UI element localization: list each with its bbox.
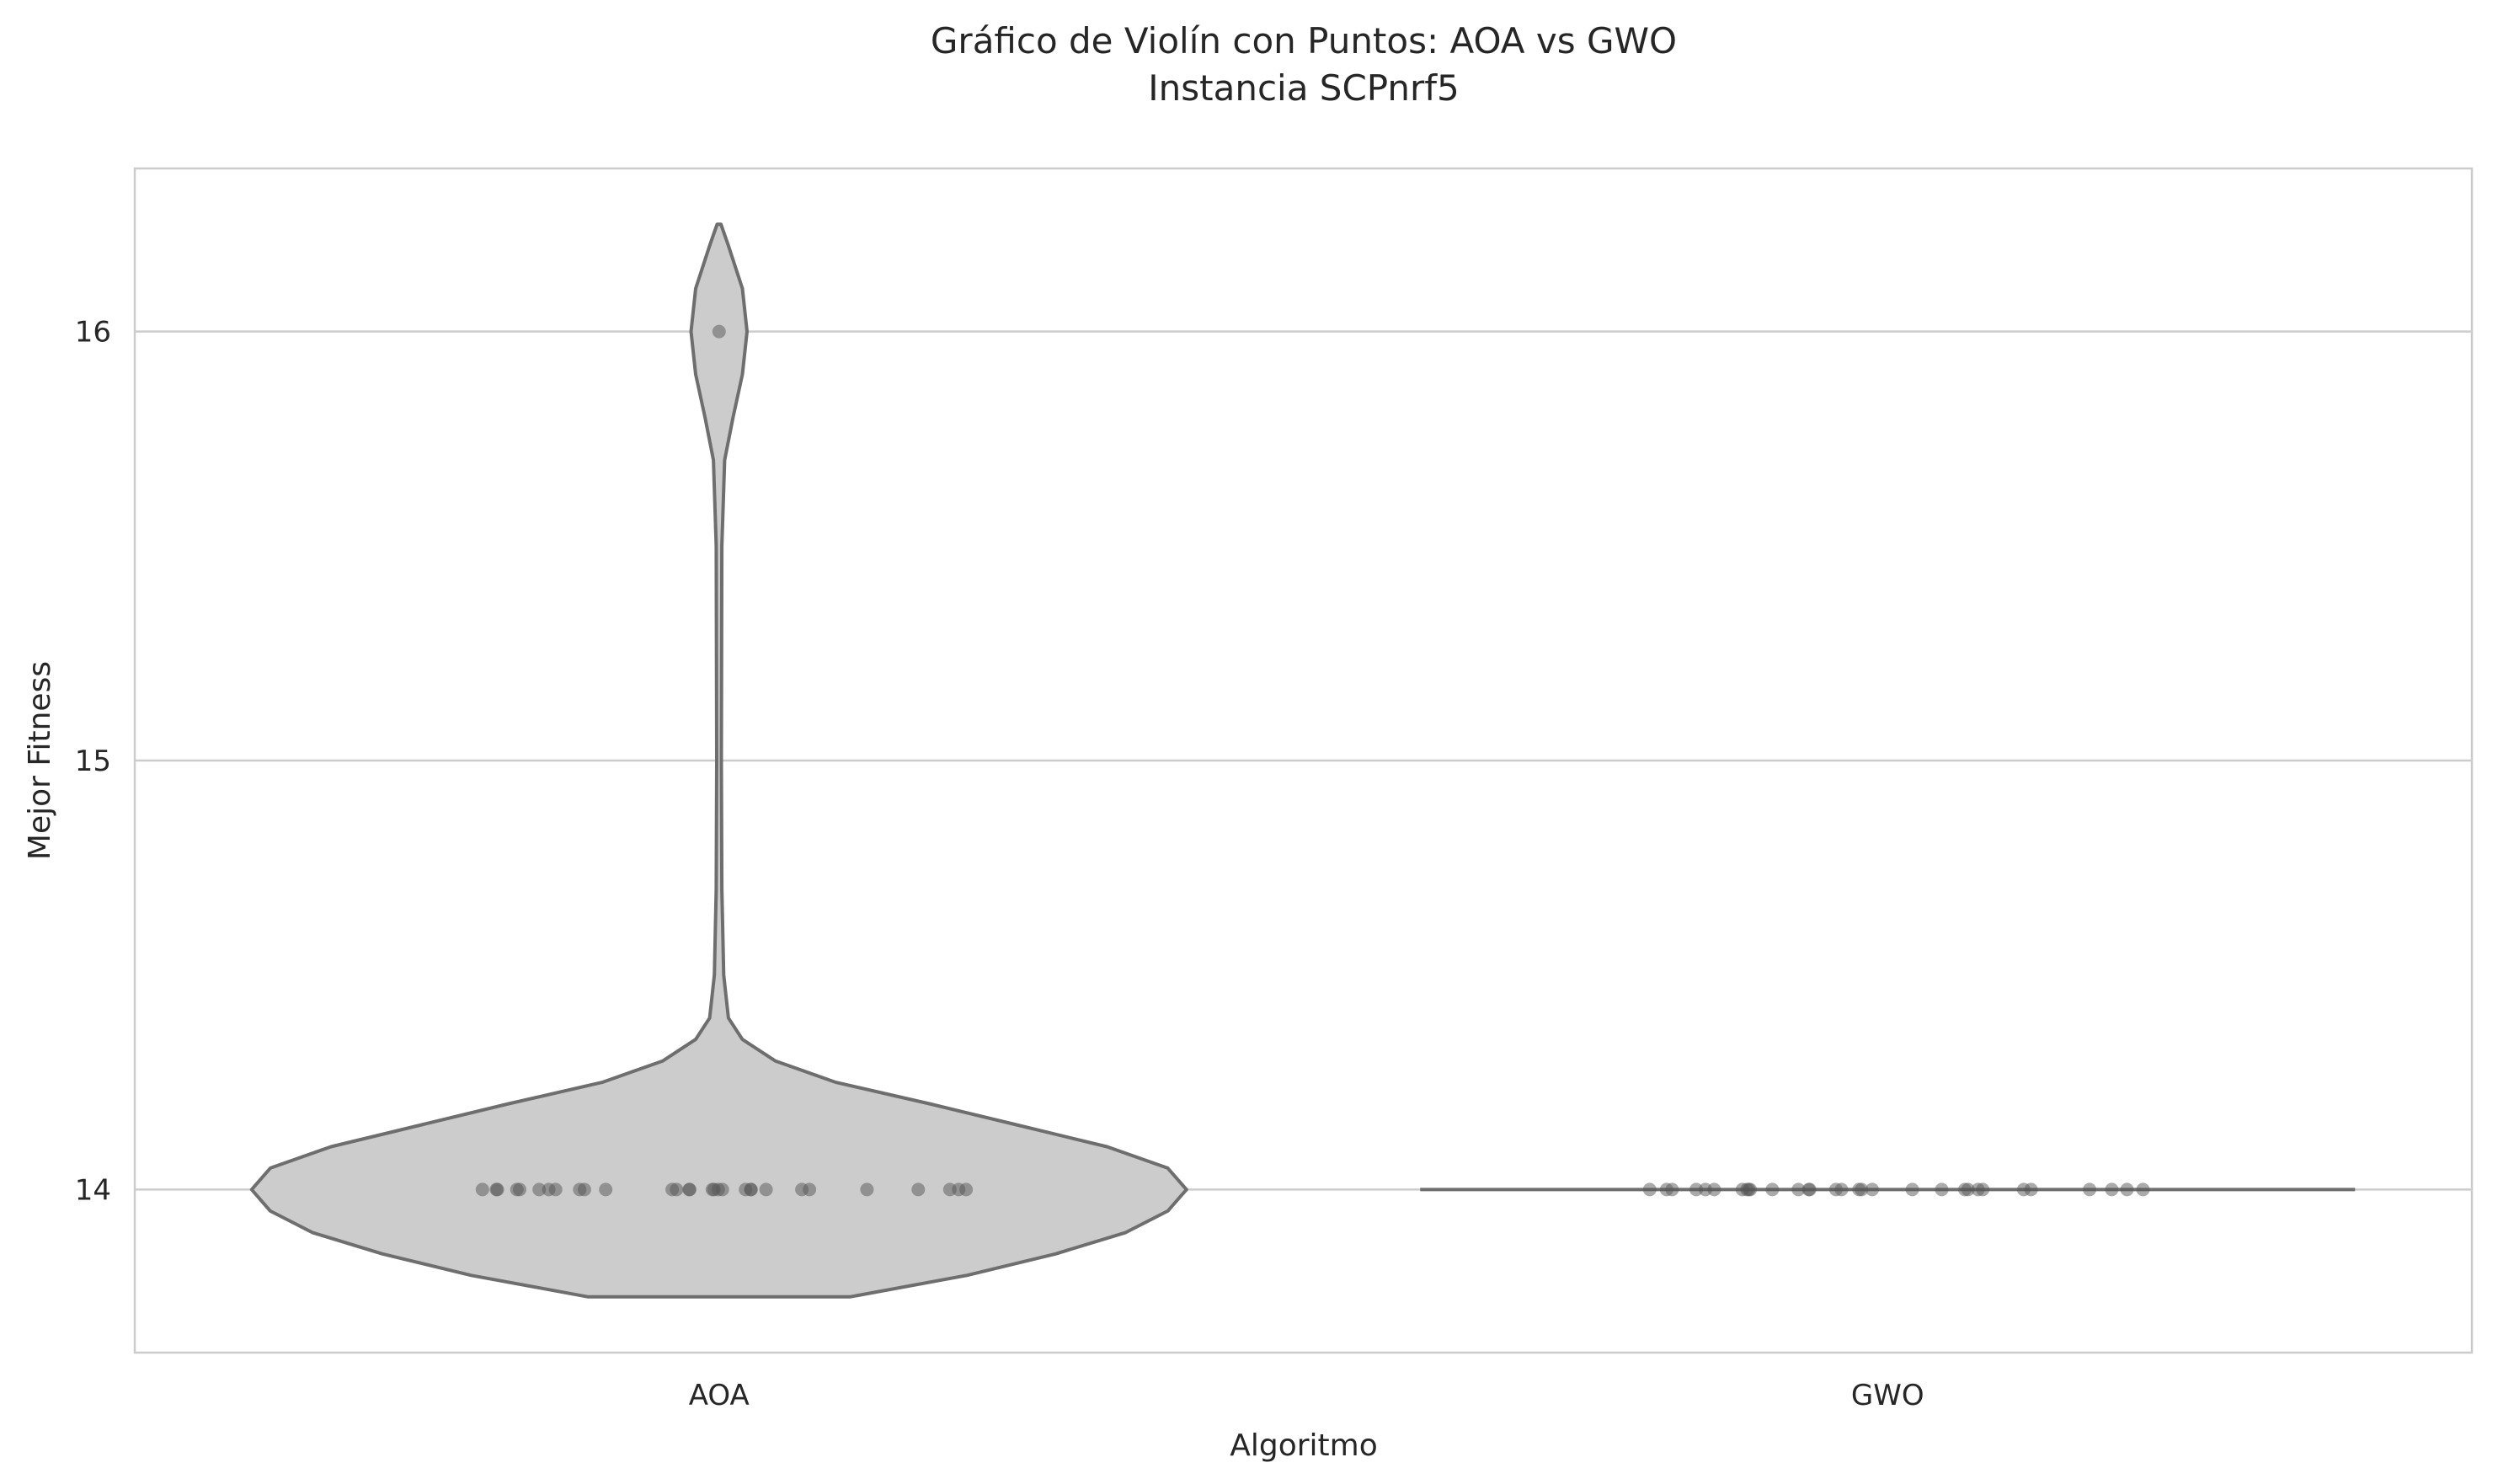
chart-subtitle: Instancia SCPnrf5 (1148, 67, 1460, 109)
data-point (803, 1182, 817, 1197)
data-point (2105, 1182, 2119, 1197)
data-point (2083, 1182, 2097, 1197)
data-point (1665, 1182, 1679, 1197)
data-point (1865, 1182, 1879, 1197)
data-point (712, 324, 726, 339)
data-point (475, 1182, 489, 1197)
data-point (860, 1182, 874, 1197)
data-point (1642, 1182, 1657, 1197)
y-tick-labels: 14 15 16 (75, 316, 111, 1208)
data-point (952, 1182, 966, 1197)
data-point (682, 1182, 697, 1197)
data-point (1735, 1182, 1749, 1197)
grid-lines (135, 330, 2472, 1191)
strip-points (475, 324, 2150, 1197)
data-point (532, 1182, 547, 1197)
y-tick-label: 14 (75, 1173, 111, 1207)
data-point (1689, 1182, 1703, 1197)
data-point (2120, 1182, 2134, 1197)
y-axis-label: Mejor Fitness (23, 661, 57, 860)
y-tick-label: 16 (75, 316, 111, 350)
data-point (513, 1182, 526, 1197)
x-tick-labels: AOA GWO (689, 1379, 1924, 1412)
x-tick-label: AOA (689, 1379, 750, 1412)
data-point (911, 1182, 926, 1197)
data-point (1791, 1182, 1806, 1197)
data-point (1801, 1182, 1816, 1197)
chart-title: Gráfico de Violín con Puntos: AOA vs GWO (931, 20, 1677, 61)
data-point (1765, 1182, 1780, 1197)
data-point (2016, 1182, 2031, 1197)
data-point (670, 1182, 684, 1197)
x-tick-label: GWO (1851, 1379, 1924, 1412)
data-point (489, 1182, 504, 1197)
data-point (1834, 1182, 1849, 1197)
data-point (705, 1182, 719, 1197)
x-axis-label: Algoritmo (1230, 1428, 1378, 1463)
data-point (1905, 1182, 1919, 1197)
data-point (759, 1182, 773, 1197)
y-tick-label: 15 (75, 745, 111, 778)
data-point (548, 1182, 563, 1197)
data-point (739, 1182, 753, 1197)
plot-frame (133, 167, 2474, 1354)
data-point (1935, 1182, 1949, 1197)
data-point (1958, 1182, 1972, 1197)
data-point (2136, 1182, 2150, 1197)
data-point (1976, 1182, 1990, 1197)
data-point (1855, 1182, 1869, 1197)
data-point (1699, 1182, 1712, 1197)
violin-body (249, 222, 1188, 1299)
data-point (599, 1182, 613, 1197)
violins (249, 222, 2356, 1299)
data-point (573, 1182, 587, 1197)
